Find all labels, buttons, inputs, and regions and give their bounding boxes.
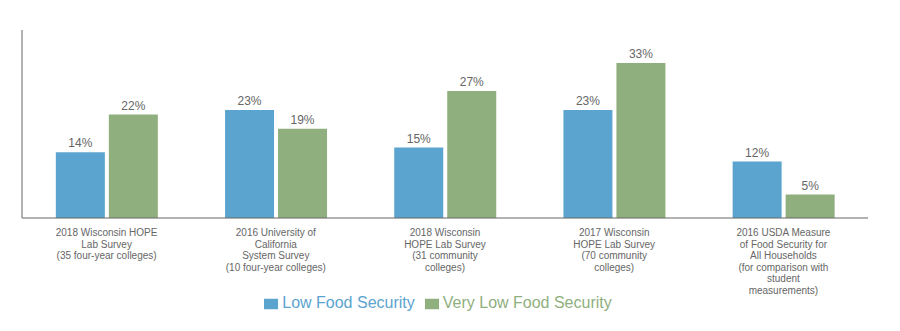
svg-text:5%: 5%: [801, 179, 819, 193]
svg-text:19%: 19%: [291, 113, 315, 127]
svg-text:2016 University ofCaliforniaSy: 2016 University ofCaliforniaSystem Surve…: [226, 227, 326, 273]
svg-text:12%: 12%: [745, 146, 769, 160]
html-text:Low Food Security: Low Food Security: [282, 294, 415, 311]
svg-text:22%: 22%: [121, 99, 145, 113]
svg-text:2018 Wisconsin HOPELab Survey(: 2018 Wisconsin HOPELab Survey(35 four-ye…: [56, 227, 158, 261]
svg-text:2016 USDA Measureof Food Secur: 2016 USDA Measureof Food Security forAll…: [736, 227, 830, 296]
svg-text:33%: 33%: [629, 47, 653, 61]
svg-text:23%: 23%: [576, 94, 600, 108]
svg-text:15%: 15%: [407, 132, 431, 146]
html-text:Very Low Food Security: Very Low Food Security: [442, 294, 612, 311]
svg-text:27%: 27%: [460, 75, 484, 89]
svg-text:23%: 23%: [238, 94, 262, 108]
svg-text:2018 WisconsinHOPE Lab Survey(: 2018 WisconsinHOPE Lab Survey(31 communi…: [404, 227, 486, 273]
svg-text:2017 WisconsinHOPE Lab Survey(: 2017 WisconsinHOPE Lab Survey(70 communi…: [573, 227, 655, 273]
svg-text:14%: 14%: [68, 136, 92, 150]
